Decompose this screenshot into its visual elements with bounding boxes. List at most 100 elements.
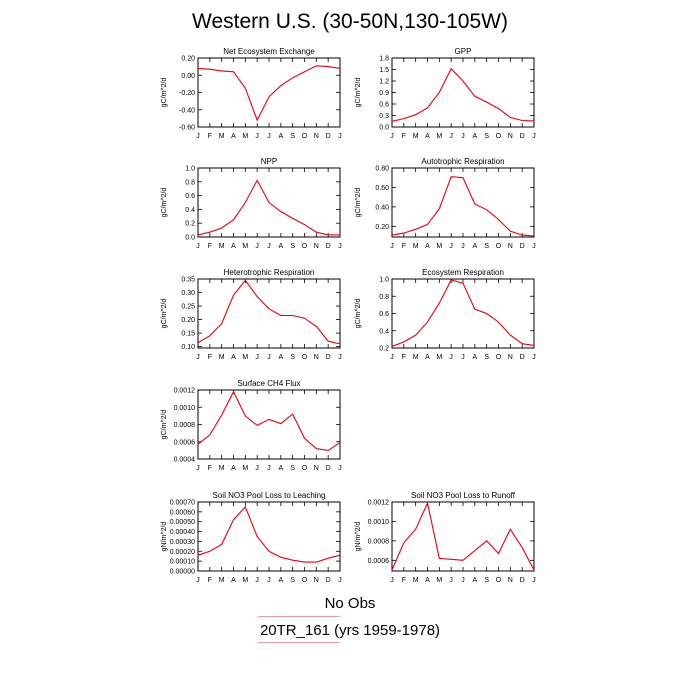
- x-tick-label: O: [302, 354, 308, 361]
- x-tick-label: S: [290, 243, 295, 250]
- y-tick-label: 0.8: [185, 179, 195, 186]
- x-tick-label: M: [413, 354, 419, 361]
- y-tick-label: -0.60: [179, 125, 195, 132]
- x-tick-label: A: [231, 354, 236, 361]
- y-axis-label: gC/m^2/d: [355, 188, 362, 218]
- y-tick-label: 0.6: [379, 311, 389, 318]
- x-tick-label: J: [532, 577, 536, 584]
- series-line: [197, 65, 341, 122]
- y-tick-label: 0.3: [379, 113, 389, 120]
- legend-model-label: 20TR_161 (yrs 1959-1978): [259, 622, 441, 639]
- y-tick-label: 1.2: [379, 79, 389, 86]
- x-tick-label: A: [278, 243, 283, 250]
- x-tick-label: D: [326, 243, 331, 250]
- y-tick-label: 0.00020: [170, 549, 195, 556]
- x-tick-label: M: [219, 577, 225, 584]
- x-tick-label: J: [255, 133, 259, 140]
- x-tick-label: A: [231, 133, 236, 140]
- x-tick-label: J: [267, 354, 271, 361]
- y-tick-label: 0.4: [379, 328, 389, 335]
- chart-title: Soil NO3 Pool Loss to Runoff: [411, 491, 516, 500]
- y-tick-label: 0.40: [375, 204, 389, 211]
- y-tick-label: 0.20: [375, 224, 389, 231]
- x-tick-label: M: [436, 243, 442, 250]
- y-tick-label: 0.0006: [174, 439, 196, 446]
- x-tick-label: J: [390, 354, 394, 361]
- x-tick-label: J: [449, 243, 453, 250]
- x-tick-label: N: [314, 243, 319, 250]
- x-tick-label: J: [449, 354, 453, 361]
- x-tick-label: M: [242, 577, 248, 584]
- x-tick-label: O: [302, 133, 308, 140]
- series-line: [391, 279, 535, 347]
- x-tick-label: D: [520, 133, 525, 140]
- x-tick-label: O: [302, 577, 308, 584]
- x-tick-label: J: [338, 465, 342, 472]
- series-line: [197, 390, 341, 451]
- y-axis-label: gC/m^2/d: [161, 410, 168, 440]
- x-tick-label: M: [413, 243, 419, 250]
- y-tick-label: 0.20: [181, 317, 195, 324]
- legend-obs-line: [258, 616, 340, 617]
- x-tick-label: J: [196, 354, 200, 361]
- panel-8: Soil NO3 Pool Loss to LeachinggN/m^2/d0.…: [161, 491, 342, 584]
- x-tick-label: S: [290, 577, 295, 584]
- x-tick-label: A: [472, 354, 477, 361]
- y-tick-label: 0.2: [379, 346, 389, 353]
- y-axis-label: gN/m^2/d: [161, 522, 168, 552]
- y-tick-label: 0.0004: [174, 457, 196, 464]
- x-tick-label: F: [208, 577, 212, 584]
- y-axis-label: gC/m^2/d: [161, 299, 168, 329]
- x-tick-label: A: [278, 577, 283, 584]
- y-tick-label: 0.00: [181, 73, 195, 80]
- x-tick-label: F: [208, 133, 212, 140]
- y-tick-label: 0.6: [379, 102, 389, 109]
- x-tick-label: D: [326, 354, 331, 361]
- series-line: [391, 501, 535, 571]
- x-tick-label: F: [402, 243, 406, 250]
- x-tick-label: N: [508, 243, 513, 250]
- x-tick-label: A: [425, 133, 430, 140]
- plot-frame: [197, 278, 341, 349]
- panel-7: Surface CH4 Flux gC/m^2/d 0.0004 0.0006 0.00…: [161, 379, 342, 472]
- x-tick-label: N: [314, 465, 319, 472]
- x-tick-label: M: [413, 133, 419, 140]
- x-tick-label: J: [338, 354, 342, 361]
- y-tick-label: 0.0012: [368, 500, 390, 507]
- x-tick-label: M: [219, 465, 225, 472]
- x-tick-label: J: [532, 133, 536, 140]
- x-tick-label: F: [208, 465, 212, 472]
- x-tick-label: J: [532, 243, 536, 250]
- x-tick-label: A: [231, 577, 236, 584]
- panel-1: Net Ecosystem Exchange gC/m^2/d -0.60 -0.40…: [161, 47, 342, 140]
- x-tick-label: J: [390, 243, 394, 250]
- x-tick-label: D: [326, 465, 331, 472]
- x-tick-label: J: [255, 243, 259, 250]
- y-tick-label: 0.8: [379, 294, 389, 301]
- y-axis-label: gC/m^2/d: [161, 188, 168, 218]
- x-tick-label: M: [242, 465, 248, 472]
- y-axis-label: gC/m^2/d: [355, 78, 362, 108]
- x-tick-label: J: [390, 577, 394, 584]
- x-tick-label: M: [242, 133, 248, 140]
- y-tick-label: 0.10: [181, 344, 195, 351]
- y-tick-label: 0.0: [379, 125, 389, 132]
- x-tick-label: J: [532, 354, 536, 361]
- x-tick-label: N: [508, 354, 513, 361]
- y-tick-label: 0.0010: [368, 519, 390, 526]
- x-tick-label: J: [255, 465, 259, 472]
- legend-obs-label: No Obs: [324, 595, 376, 612]
- x-tick-label: J: [196, 465, 200, 472]
- x-tick-label: J: [267, 577, 271, 584]
- series-line: [391, 176, 535, 237]
- y-axis-label: gC/m^2/d: [355, 299, 362, 329]
- x-tick-label: J: [255, 354, 259, 361]
- chart-title: Heterotrophic Respiration: [224, 268, 315, 277]
- x-tick-label: J: [196, 577, 200, 584]
- panel-4: Autotrophic Respiration gC/m^2/d 0.20 0.40 0…: [355, 157, 536, 250]
- y-tick-label: 0.60: [375, 185, 389, 192]
- x-tick-label: M: [436, 133, 442, 140]
